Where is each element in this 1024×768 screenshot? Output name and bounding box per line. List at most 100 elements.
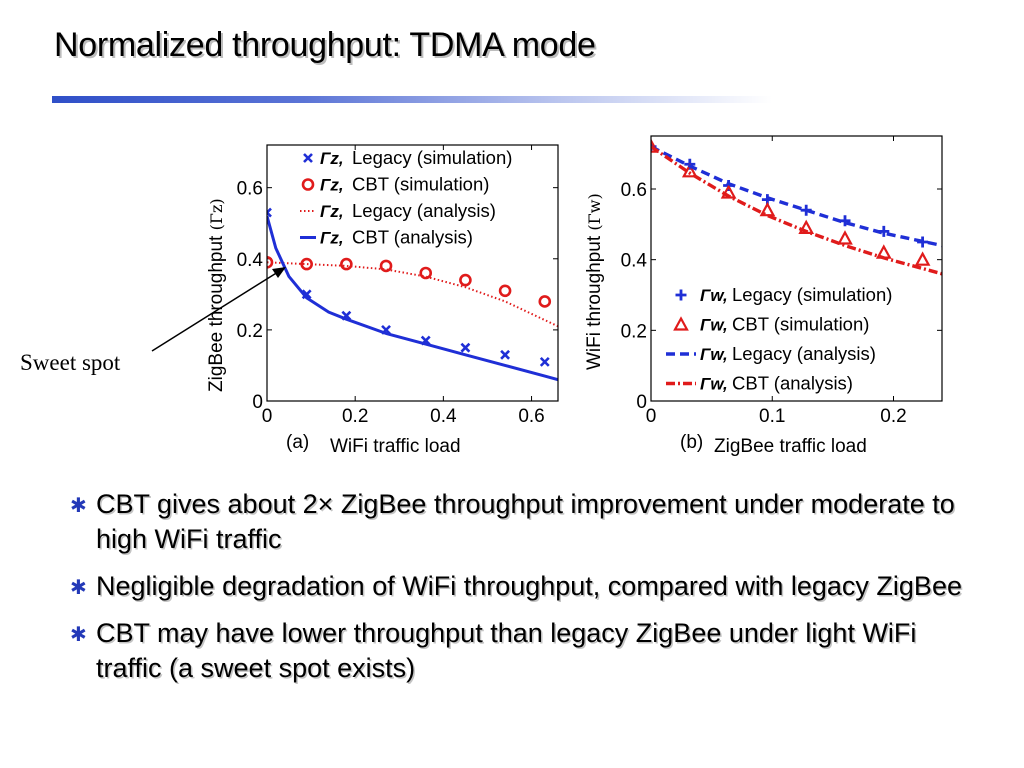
panel-label: (b) [680,432,703,453]
bullet-item: ✱ CBT gives about 2× ZigBee throughput im… [70,487,970,557]
x-tick-label: 0.2 [880,406,906,427]
legend-entry: Γw, Legacy (analysis) [666,343,876,364]
series-legacy-analysis- [651,145,942,248]
y-axis-label: WiFi throughput (Γw) [584,193,605,370]
sweet-spot-arrow-line [151,271,279,352]
sweet-spot-annotation: Sweet spot [20,267,286,375]
legend-label: Legacy (simulation) [352,147,512,168]
legend-entry: Γw, CBT (analysis) [666,373,853,394]
legend-entry: Γz, CBT (simulation) [301,174,489,195]
chart-b: 0 0.1 0.2 0 0.2 0.4 0.6 (b) ZigBee traffic load W… [584,135,943,457]
bullet-text: CBT may have lower throughput than legac… [96,618,917,683]
x-marker [539,356,550,367]
legend-entry: Γz, Legacy (analysis) [300,200,496,221]
series-legacy-simulation- [651,141,929,248]
y-tick-label: 0.2 [621,321,647,342]
x-tick-label: 0.6 [518,406,544,427]
y-axis-label-symbol: (Γz) [207,198,226,230]
circle-marker [419,266,433,280]
y-axis-label: ZigBee throughput (Γz) [206,198,227,392]
x-marker [267,207,272,218]
circle-marker [459,273,472,287]
bullet-item: ✱ CBT may have lower throughput than lega… [70,616,970,686]
bullet-icon: ✱ [70,577,87,599]
triangle-marker [914,251,931,266]
plus-marker [675,289,687,301]
series-line [651,145,942,276]
triangle-marker [673,316,689,331]
series-line [267,215,558,382]
y-tick-label: 0.2 [237,321,263,342]
circle-marker [538,295,552,308]
legend-label: Legacy (analysis) [352,200,496,221]
legend-label: Legacy (analysis) [732,343,876,364]
circle-marker [498,284,512,298]
triangle-marker [875,244,892,259]
x-marker [460,342,471,353]
x-tick-label: 0.4 [430,406,457,427]
x-tick-label: 0 [646,406,657,427]
triangle-marker [651,138,659,153]
legend-symbol: Γw, [700,316,728,335]
circle-marker [301,178,315,191]
legend-entry: Γw, Legacy (simulation) [675,284,892,305]
plot-frame [650,135,943,402]
y-tick-label: 0.6 [237,179,263,200]
series-line [651,145,942,248]
x-tick-label: 0.2 [342,406,368,427]
legend-symbol: Γz, [320,229,344,248]
slide-title: Normalized throughput: TDMA mode [54,26,596,64]
series-line [267,261,558,328]
bullet-list: ✱ CBT gives about 2× ZigBee throughput im… [70,487,970,698]
legend-symbol: Γw, [700,375,728,394]
series-cbt-analysis- [651,145,942,276]
series-legacy-simulation- [267,207,550,367]
bullet-icon: ✱ [70,624,87,646]
x-axis-label: ZigBee traffic load [714,436,867,457]
legend-symbol: Γz, [320,202,344,221]
triangle-marker [681,163,698,178]
y-tick-label: 0 [252,392,263,413]
series-cbt-analysis- [267,215,558,382]
x-axis-label: WiFi traffic load [330,436,461,457]
chart-a: 0 0.2 0.4 0.6 0 0.2 0.4 0.6 (a) WiFi traffic load… [206,144,559,457]
legend-symbol: Γz, [320,149,344,168]
plot-frame [266,144,559,402]
bullet-text: CBT gives about 2× ZigBee throughput imp… [96,489,955,554]
legend-entry: Γz, Legacy (simulation) [303,147,512,168]
series-legacy-analysis- [267,261,558,328]
legend-entry: Γw, CBT (simulation) [673,314,869,335]
y-tick-label: 0.4 [621,251,648,272]
legend-label: CBT (simulation) [732,314,869,335]
legend-label: CBT (analysis) [732,373,853,394]
panel-label: (a) [286,432,309,453]
sweet-spot-arrow-head [272,267,286,278]
y-axis-label-text: WiFi throughput [584,231,605,370]
triangle-marker [837,230,853,245]
x-tick-label: 0.1 [759,406,785,427]
legend-label: CBT (analysis) [352,227,473,248]
triangle-marker [759,201,776,217]
title-underline [52,96,772,103]
bullet-text: Negligible degradation of WiFi throughpu… [96,571,962,601]
legend-label: CBT (simulation) [352,174,489,195]
legend-symbol: Γw, [700,345,728,364]
circle-marker [379,259,393,273]
series-cbt-simulation- [267,256,552,308]
legend-label: Legacy (simulation) [732,284,892,305]
bullet-icon: ✱ [70,495,87,517]
legend-symbol: Γw, [700,286,728,305]
sweet-spot-label: Sweet spot [20,350,121,375]
legend-entry: Γz, CBT (analysis) [300,227,473,248]
y-tick-label: 0.6 [621,180,647,201]
bullet-item: ✱ Negligible degradation of WiFi throughp… [70,569,970,604]
circle-marker [340,257,353,271]
y-axis-label-symbol: (Γw) [585,193,604,230]
legend-symbol: Γz, [320,176,344,195]
x-marker [500,349,511,360]
y-tick-label: 0 [636,392,647,413]
y-tick-label: 0.4 [237,250,264,271]
x-marker [303,153,313,163]
x-tick-label: 0 [262,406,273,427]
figure-area: 0 0.2 0.4 0.6 0 0.2 0.4 0.6 (a) WiFi traffic load… [20,135,943,457]
